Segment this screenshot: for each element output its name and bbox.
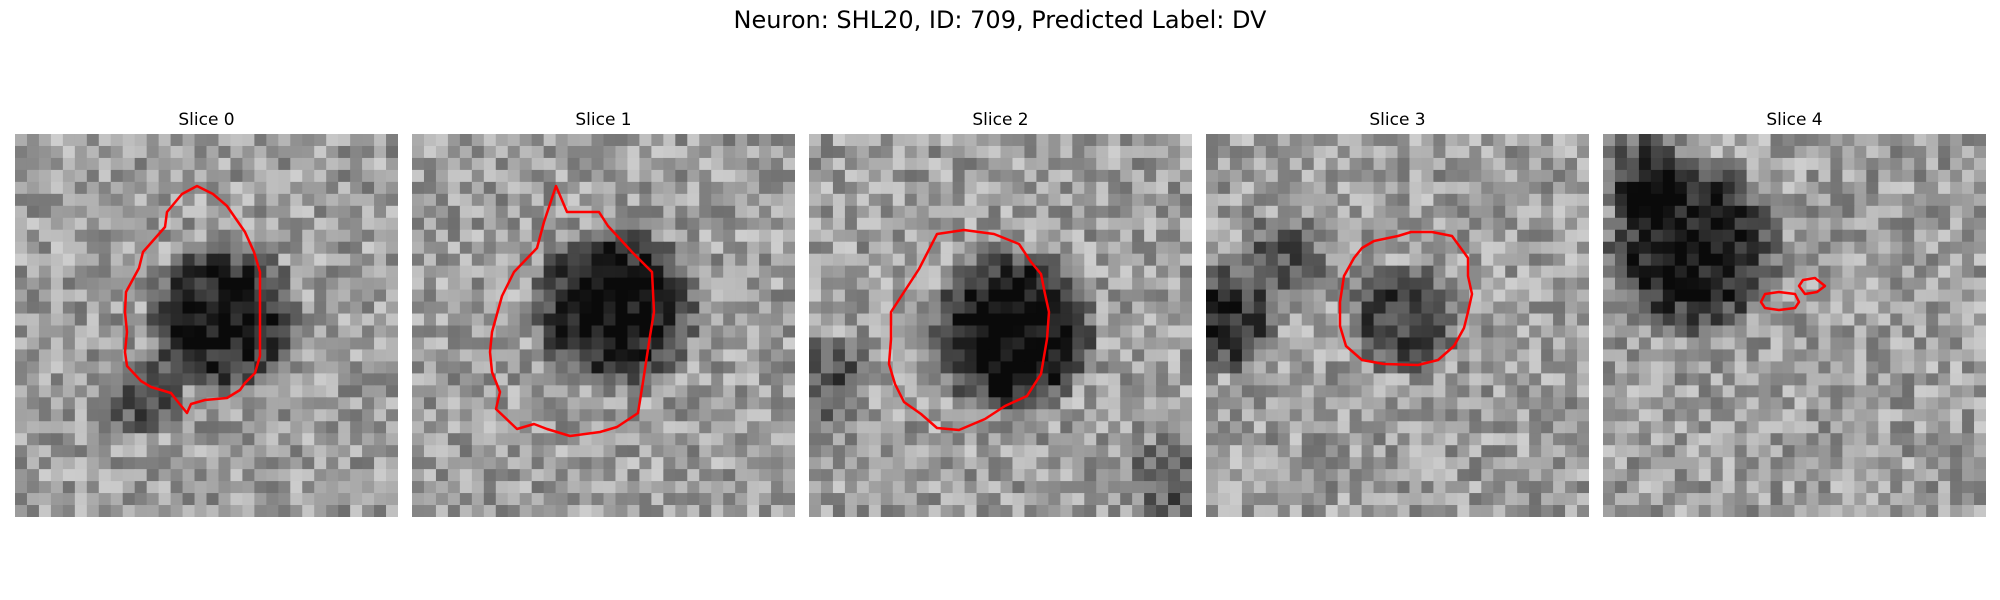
slice-panel-2: Slice 2 [809,108,1192,517]
slice-image-0 [15,134,398,517]
roi-contour-0 [123,184,262,415]
slice-pixels-3 [1206,134,1589,517]
slice-image-4 [1603,134,1986,517]
slice-image-2 [809,134,1192,517]
slice-pixels-0 [15,134,398,517]
roi-contour-4b [1797,276,1827,296]
roi-contour-2 [887,228,1051,432]
slice-title-3: Slice 3 [1369,110,1426,130]
slice-title-1: Slice 1 [575,110,632,130]
slice-panel-1: Slice 1 [412,108,795,517]
slice-title-2: Slice 2 [972,110,1029,130]
roi-contour-4a [1759,290,1801,312]
slice-panel-3: Slice 3 [1206,108,1589,517]
roi-contour-3 [1338,230,1474,367]
slice-title-0: Slice 0 [178,110,235,130]
slice-title-4: Slice 4 [1766,110,1823,130]
slice-pixels-4 [1603,134,1986,517]
slice-panel-4: Slice 4 [1603,108,1986,517]
slice-pixels-1 [412,134,795,517]
slice-pixels-2 [809,134,1192,517]
slice-image-1 [412,134,795,517]
slice-panel-0: Slice 0 [15,108,398,517]
figure-title: Neuron: SHL20, ID: 709, Predicted Label:… [733,6,1267,34]
slice-image-3 [1206,134,1589,517]
roi-contour-1 [488,184,656,438]
